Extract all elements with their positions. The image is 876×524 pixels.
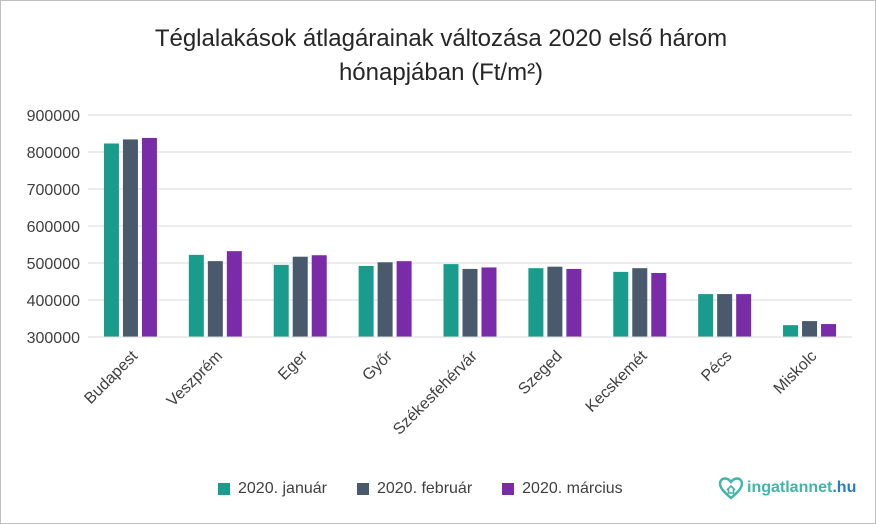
x-tick-label-2: Eger: [275, 347, 311, 383]
x-tick-label-0: Budapest: [81, 347, 141, 407]
legend-item-january: 2020. január: [218, 480, 327, 498]
bar-budapest-0: [103, 143, 119, 337]
bar-szeged-2: [566, 268, 582, 337]
y-tick-label-3: 600000: [27, 219, 80, 236]
bar-pécs-0: [698, 294, 714, 337]
y-tick-label-6: 900000: [27, 108, 80, 125]
bar-miskolc-2: [821, 324, 837, 337]
logo-text: ingatlannet.hu: [747, 479, 856, 497]
legend-swatch-february: [356, 483, 369, 495]
bar-miskolc-1: [802, 321, 818, 337]
x-tick-label-6: Kecskemét: [583, 347, 651, 415]
bar-budapest-2: [141, 137, 157, 337]
legend-label-february: 2020. február: [376, 480, 473, 497]
bar-székesfehérvár-2: [481, 267, 497, 337]
chart-title-line-2: hónapjában (Ft/m²): [338, 59, 544, 86]
x-tick-label-1: Veszprém: [164, 348, 226, 410]
bar-kecskemét-0: [613, 271, 629, 337]
x-tick-label-4: Székesfehérvár: [390, 347, 481, 438]
bar-budapest-1: [122, 139, 138, 337]
bar-veszprém-1: [207, 261, 223, 337]
bar-veszprém-2: [226, 251, 242, 337]
y-tick-label-1: 400000: [27, 293, 80, 310]
bar-szeged-0: [528, 268, 544, 337]
heart-house-icon: [718, 477, 744, 500]
legend-swatch-january: [218, 483, 230, 495]
bar-eger-1: [292, 256, 308, 337]
bar-győr-0: [358, 265, 374, 337]
ingatlannet-logo: ingatlannet.hu: [718, 476, 856, 500]
bar-kecskemét-1: [632, 268, 648, 337]
bar-eger-0: [273, 264, 289, 337]
bar-kecskemét-2: [651, 272, 667, 337]
bar-miskolc-0: [783, 325, 799, 337]
bar-chart: 300000 400000 500000 600000 700000 800000 9000…: [27, 108, 852, 438]
bar-pécs-1: [717, 294, 733, 337]
x-tick-label-5: Szeged: [515, 348, 565, 398]
y-tick-label-2: 500000: [27, 256, 80, 273]
bar-székesfehérvár-1: [462, 268, 478, 337]
legend-label-january: 2020. január: [238, 480, 327, 497]
x-tick-label-3: Győr: [359, 347, 396, 384]
legend-label-march: 2020. március: [522, 480, 623, 497]
x-tick-label-7: Pécs: [698, 348, 735, 385]
bar-székesfehérvár-0: [443, 264, 459, 337]
legend-item-february: 2020. február: [356, 480, 473, 498]
y-tick-label-0: 300000: [27, 330, 80, 347]
bar-veszprém-0: [188, 254, 204, 337]
y-tick-label-5: 800000: [27, 145, 80, 162]
bar-pécs-2: [736, 294, 752, 337]
logo-name: ingatlannet: [747, 479, 833, 496]
legend: 2020. január 2020. február 2020. március: [218, 480, 653, 498]
legend-swatch-march: [502, 483, 515, 495]
bar-győr-2: [396, 261, 412, 337]
bar-győr-1: [377, 262, 393, 337]
logo-tld: .hu: [832, 479, 857, 496]
chart-title-line-1: Téglalakások átlagárainak változása 2020…: [154, 25, 728, 52]
legend-item-march: 2020. március: [502, 480, 623, 498]
x-tick-label-8: Miskolc: [771, 348, 821, 398]
y-tick-label-4: 700000: [27, 182, 80, 199]
bar-eger-2: [311, 255, 327, 337]
bar-szeged-1: [547, 266, 563, 337]
